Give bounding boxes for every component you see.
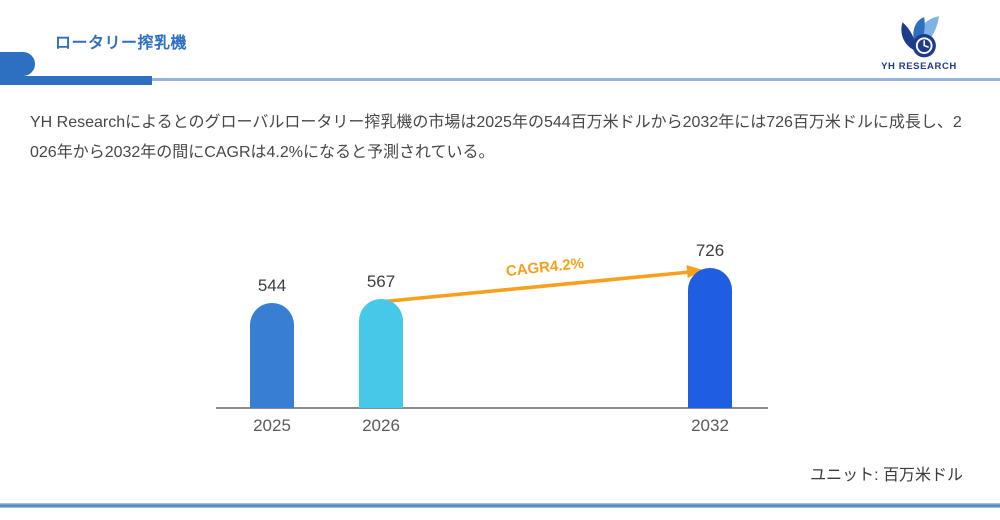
bar-2026	[359, 299, 403, 408]
yh-research-logo: YH RESEARCH	[871, 14, 967, 72]
unit-label: ユニット: 百万米ドル	[810, 467, 963, 484]
logo-icon	[871, 14, 967, 60]
x-axis-tick-label: 2025	[253, 416, 291, 435]
x-axis-tick-label: 2026	[362, 416, 400, 435]
bar-2032	[688, 268, 732, 408]
header-accent-bar	[0, 76, 152, 85]
bar-2025	[250, 303, 294, 408]
header-accent-tab	[0, 52, 35, 76]
bar-chart: CAGR4.2% 544 2025 567 2026 726 2032	[0, 240, 1000, 455]
cagr-trend-arrow	[383, 265, 703, 304]
bottom-border-line	[0, 503, 1000, 508]
header-divider-line	[150, 78, 1000, 81]
market-summary-text: YH Researchによるとのグローバルロータリー搾乳機の市場は2025年の5…	[30, 114, 962, 161]
bar-value-label: 726	[695, 241, 725, 260]
x-axis-tick-label: 2032	[691, 416, 729, 435]
page-title: ロータリー搾乳機	[55, 35, 188, 52]
x-axis-line	[216, 407, 768, 409]
bar-value-label: 544	[257, 276, 287, 295]
logo-wordmark: YH RESEARCH	[881, 61, 957, 72]
bar-value-label: 567	[366, 272, 396, 291]
